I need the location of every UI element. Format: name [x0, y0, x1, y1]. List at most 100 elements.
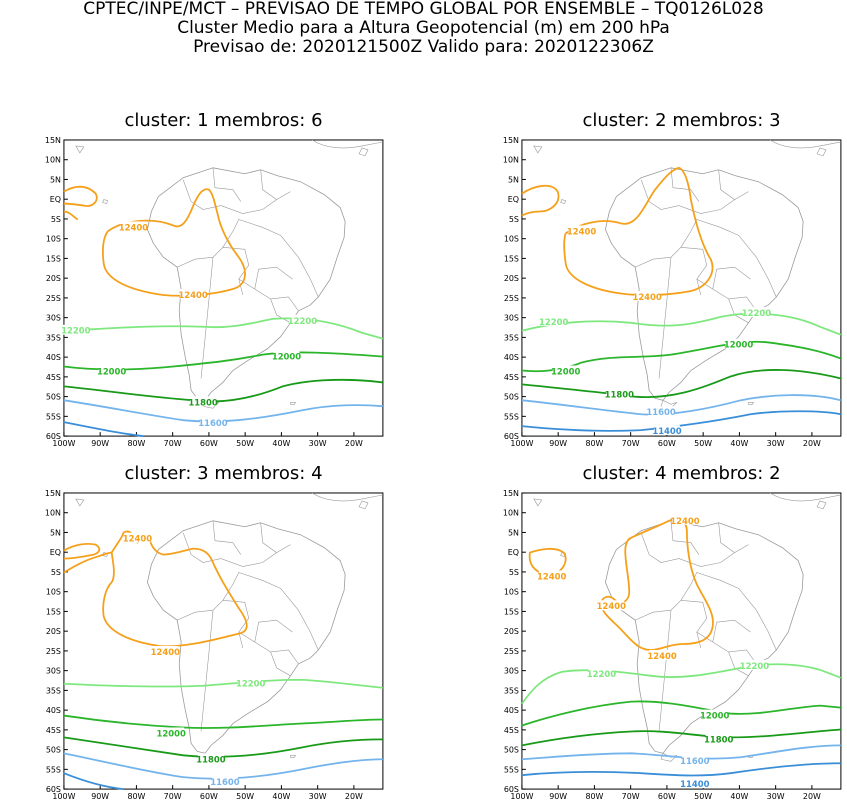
- country-border: [738, 588, 777, 651]
- contour-label: 12000: [272, 352, 301, 362]
- island-outline: [290, 755, 296, 758]
- country-border: [712, 266, 751, 290]
- contour-11800: [63, 736, 383, 758]
- contour-label: 12400: [151, 647, 180, 657]
- lat-tick-label: 25S: [504, 294, 519, 303]
- contour-label: 12200: [742, 308, 771, 318]
- contour-label: 11600: [198, 418, 227, 428]
- contour-label: 12000: [724, 340, 753, 350]
- contour-label: 11600: [210, 777, 239, 787]
- lat-tick-label: 15N: [45, 489, 61, 498]
- country-border: [280, 235, 319, 298]
- lat-tick-label: 5N: [50, 175, 61, 184]
- contour-11600: [521, 394, 842, 416]
- figure-header: CPTEC/INPE/MCT – PREVISAO DE TEMPO GLOBA…: [0, 0, 847, 57]
- country-border: [738, 235, 777, 298]
- lon-tick-label: 50W: [236, 439, 254, 448]
- africa-coast: [312, 492, 383, 502]
- contour-label: 12000: [551, 366, 580, 376]
- lon-tick-label: 90W: [91, 792, 109, 801]
- island-outline: [660, 399, 678, 409]
- contour-11800: [63, 378, 384, 403]
- island-outline: [75, 498, 85, 507]
- country-border: [680, 572, 739, 601]
- country-border: [670, 167, 700, 202]
- lat-tick-label: 55S: [46, 765, 61, 774]
- contour-label: 12000: [97, 366, 126, 376]
- island-outline: [75, 145, 85, 154]
- lon-tick-label: 40W: [272, 792, 290, 801]
- country-border: [182, 532, 277, 567]
- island-outline: [560, 199, 567, 204]
- contour-12200: [521, 312, 842, 336]
- contour-label: 11800: [196, 754, 225, 764]
- lat-tick-label: 5S: [51, 215, 61, 224]
- contour-label-bg: [120, 221, 147, 232]
- country-border: [728, 651, 749, 677]
- country-border: [712, 619, 751, 643]
- contour-label-bg: [588, 667, 615, 678]
- lon-tick-label: 40W: [730, 792, 748, 801]
- lat-tick-label: 20S: [504, 274, 519, 283]
- lat-tick-label: 30S: [504, 314, 519, 323]
- south-america-coastline: [604, 520, 804, 754]
- contour-label-bg: [606, 388, 633, 399]
- contour-label-bg: [237, 677, 264, 688]
- lat-tick-label: 10S: [504, 235, 519, 244]
- contour-label-bg: [190, 396, 216, 407]
- contour-label-bg: [124, 532, 151, 543]
- island-outline: [102, 199, 109, 204]
- country-border: [254, 266, 293, 290]
- lon-tick-label: 100W: [52, 439, 75, 448]
- country-border: [670, 520, 700, 555]
- lat-tick-label: 60S: [504, 785, 519, 794]
- lat-tick-label: 35S: [504, 333, 519, 342]
- cluster-map: 15N 10N 5N EQ 5S 10S 15S 20S 25S 30S 35S 40S 45S 50S 5…: [45, 136, 384, 448]
- panel-title: cluster: 4 membros: 2: [582, 463, 781, 484]
- island-outline: [290, 402, 296, 405]
- contour-label: 12200: [539, 317, 568, 327]
- lat-tick-label: 50S: [504, 393, 519, 402]
- contour-label-bg: [701, 709, 728, 720]
- lat-tick-label: 5N: [508, 175, 519, 184]
- lat-tick-label: 30S: [46, 314, 61, 323]
- contour-label-bg: [538, 570, 565, 581]
- lat-tick-label: 60S: [46, 432, 61, 441]
- lon-tick-label: 20W: [345, 792, 363, 801]
- island-outline: [816, 500, 827, 510]
- contour-11400: [63, 772, 124, 790]
- lon-tick-label: 80W: [127, 439, 145, 448]
- island-outline: [533, 145, 543, 154]
- lon-tick-label: 70W: [622, 439, 640, 448]
- lat-tick-label: EQ: [50, 195, 61, 204]
- lat-tick-label: 55S: [504, 765, 519, 774]
- island-outline: [358, 500, 369, 510]
- map-frame: [63, 139, 384, 437]
- contour-label-bg: [198, 753, 224, 764]
- contour-12400: [63, 185, 98, 207]
- contour-label-bg: [552, 365, 579, 376]
- country-border: [658, 610, 672, 732]
- contour-label: 11800: [188, 397, 217, 407]
- contour-12200: [521, 663, 842, 705]
- country-border: [640, 532, 735, 567]
- lat-tick-label: 25S: [504, 647, 519, 656]
- lon-tick-label: 30W: [767, 792, 785, 801]
- island-outline: [748, 402, 754, 405]
- lat-tick-label: 15S: [504, 607, 519, 616]
- lon-tick-label: 70W: [164, 439, 182, 448]
- contour-label-bg: [634, 291, 661, 301]
- contour-label: 12200: [288, 316, 317, 326]
- contour-label: 12400: [647, 651, 676, 661]
- country-border: [718, 169, 749, 200]
- lat-tick-label: 50S: [46, 393, 61, 402]
- lon-tick-label: 100W: [510, 792, 533, 801]
- cluster-map: 15N 10N 5N EQ 5S 10S 15S 20S 25S 30S 35S 40S 45S 50S 5…: [503, 489, 842, 801]
- contour-label-bg: [200, 417, 226, 428]
- lon-tick-label: 20W: [803, 792, 821, 801]
- contour-label: 12400: [567, 226, 596, 236]
- lon-tick-label: 80W: [127, 792, 145, 801]
- header-line-2: Cluster Medio para a Altura Geopotencial…: [177, 18, 670, 38]
- lon-tick-label: 70W: [622, 792, 640, 801]
- contour-label-bg: [273, 350, 300, 361]
